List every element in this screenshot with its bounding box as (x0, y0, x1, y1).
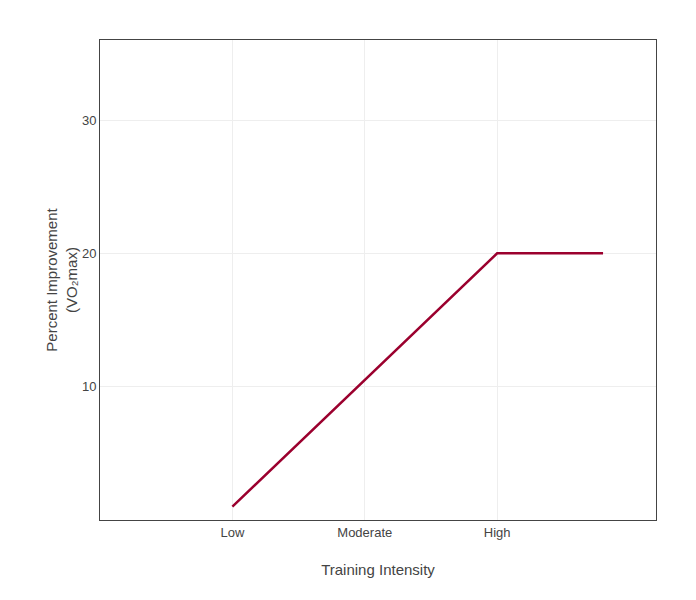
svg-text:30: 30 (82, 113, 96, 128)
svg-text:10: 10 (82, 379, 96, 394)
svg-text:Training Intensity: Training Intensity (321, 561, 435, 578)
svg-text:Low: Low (220, 525, 244, 540)
svg-text:Moderate: Moderate (337, 525, 392, 540)
svg-text:Percent Improvement(VO₂max): Percent Improvement(VO₂max) (43, 207, 80, 351)
svg-text:20: 20 (82, 246, 96, 261)
svg-text:High: High (484, 525, 511, 540)
